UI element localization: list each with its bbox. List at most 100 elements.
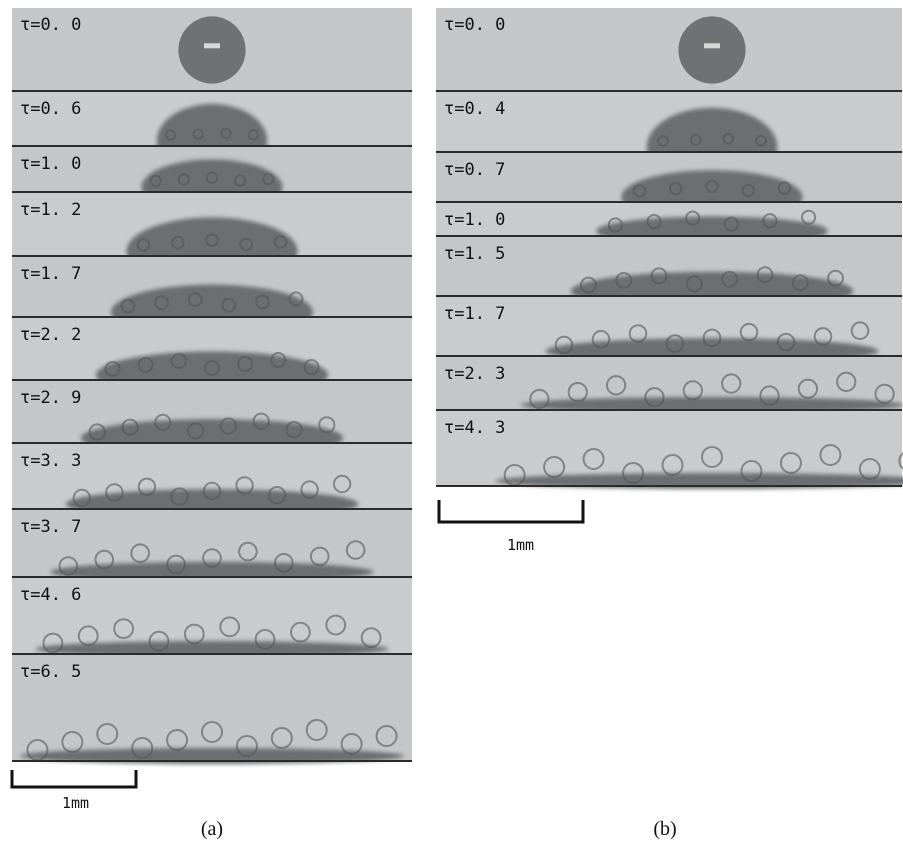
bubble bbox=[858, 458, 881, 480]
bubble bbox=[689, 134, 702, 146]
bubble bbox=[270, 727, 293, 749]
bubble bbox=[762, 213, 778, 229]
frame: τ=0. 4 bbox=[436, 92, 902, 187]
bubble bbox=[705, 179, 719, 194]
droplet bbox=[678, 16, 746, 84]
scale-bar bbox=[437, 500, 585, 524]
bubble bbox=[202, 548, 222, 568]
bubble bbox=[233, 174, 247, 187]
bubble bbox=[238, 541, 258, 562]
bubble bbox=[375, 725, 398, 747]
bubble bbox=[759, 385, 780, 406]
tau-label: τ=2. 2 bbox=[20, 325, 81, 345]
bubble bbox=[149, 174, 162, 188]
bubble bbox=[755, 134, 767, 147]
bubble bbox=[201, 721, 223, 743]
bubble bbox=[166, 729, 189, 751]
bubble bbox=[644, 387, 665, 408]
bubble bbox=[591, 330, 611, 349]
tau-label: τ=1. 7 bbox=[20, 264, 81, 284]
bubble bbox=[360, 627, 382, 648]
bubble bbox=[740, 460, 763, 482]
bubble bbox=[797, 378, 819, 399]
droplet bbox=[178, 16, 246, 84]
bubble bbox=[632, 184, 647, 198]
bubble bbox=[529, 388, 550, 410]
tau-label: τ=2. 9 bbox=[20, 388, 81, 408]
caption: (b) bbox=[653, 818, 676, 840]
tau-label: τ=0. 0 bbox=[20, 15, 81, 35]
frame: τ=2. 3 bbox=[436, 357, 903, 413]
bubble bbox=[345, 540, 366, 560]
bubble bbox=[682, 380, 703, 401]
bubble bbox=[650, 267, 668, 285]
bubble bbox=[177, 173, 191, 186]
bubble bbox=[205, 233, 219, 247]
bubble bbox=[77, 625, 99, 647]
bubble bbox=[120, 298, 136, 314]
bubble bbox=[318, 416, 336, 434]
tau-label: τ=1. 0 bbox=[444, 210, 505, 230]
bubble bbox=[202, 481, 222, 501]
bubble bbox=[61, 731, 84, 753]
bubble bbox=[722, 132, 735, 145]
scale-label: 1mm bbox=[62, 794, 89, 812]
bubble bbox=[646, 214, 662, 230]
bubble bbox=[290, 621, 311, 643]
bubble bbox=[183, 623, 205, 645]
bubble bbox=[187, 292, 203, 308]
frame-image bbox=[436, 8, 902, 92]
scale-bar bbox=[10, 770, 138, 789]
bubble bbox=[96, 723, 119, 745]
bubble bbox=[105, 483, 124, 502]
tau-label: τ=0. 4 bbox=[444, 99, 505, 119]
bubble bbox=[665, 334, 685, 353]
bubble bbox=[567, 382, 588, 403]
bubble bbox=[898, 452, 903, 470]
bubble bbox=[543, 456, 566, 478]
bubble bbox=[756, 266, 774, 284]
tau-label: τ=1. 7 bbox=[444, 304, 505, 324]
scale-label: 1mm bbox=[507, 536, 534, 554]
bubble bbox=[58, 556, 79, 576]
bubble bbox=[309, 546, 330, 567]
droplet-spread bbox=[520, 397, 903, 413]
tau-label: τ=0. 7 bbox=[444, 160, 505, 180]
bubble bbox=[239, 237, 254, 252]
bubble bbox=[813, 327, 833, 346]
bubble bbox=[721, 270, 739, 288]
tau-label: τ=6. 5 bbox=[20, 662, 81, 682]
bubble bbox=[615, 272, 633, 289]
tau-label: τ=1. 2 bbox=[20, 200, 81, 220]
tau-label: τ=2. 3 bbox=[444, 364, 505, 384]
tau-label: τ=0. 0 bbox=[444, 15, 505, 35]
bubble bbox=[104, 361, 121, 377]
tau-label: τ=0. 6 bbox=[20, 99, 81, 119]
bubble bbox=[221, 297, 237, 313]
bubble bbox=[288, 291, 304, 307]
tau-label: τ=3. 3 bbox=[20, 451, 81, 471]
bubble bbox=[777, 181, 792, 195]
bubble bbox=[220, 127, 232, 139]
bubble bbox=[332, 474, 352, 494]
tau-label: τ=1. 0 bbox=[20, 154, 81, 174]
bubble bbox=[235, 476, 254, 495]
bubble bbox=[554, 335, 574, 355]
bubble bbox=[270, 352, 287, 368]
frame: τ=4. 6 bbox=[12, 578, 412, 657]
bubble bbox=[827, 269, 844, 287]
bubble bbox=[170, 235, 185, 250]
bubble bbox=[779, 452, 802, 474]
bubble bbox=[285, 421, 303, 439]
bubble bbox=[88, 423, 106, 441]
bubble bbox=[819, 444, 842, 466]
frame: τ=4. 3 bbox=[436, 411, 903, 489]
bubble bbox=[741, 183, 755, 198]
bubble bbox=[274, 553, 294, 573]
tau-label: τ=4. 6 bbox=[20, 585, 81, 605]
bubble bbox=[723, 216, 739, 232]
bubble bbox=[661, 454, 684, 476]
frame: τ=0. 0 bbox=[12, 8, 412, 92]
